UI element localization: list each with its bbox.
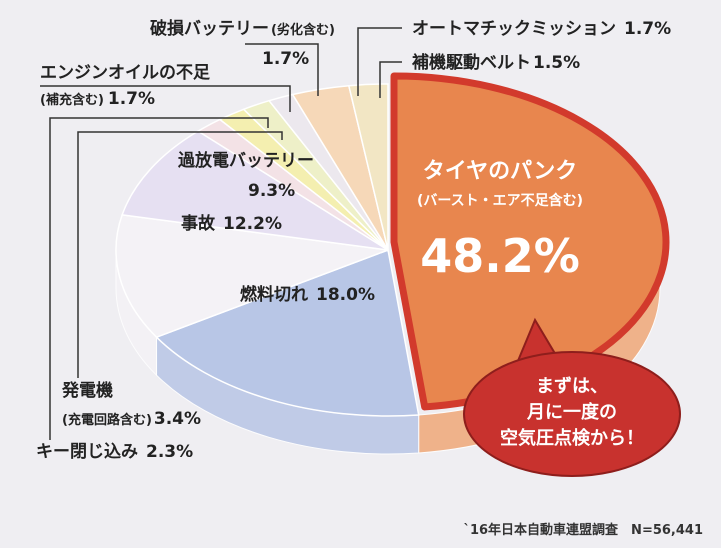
leader-broken-battery xyxy=(245,43,319,96)
label-automatic: オートマチックミッション 1.7% xyxy=(412,19,671,39)
label-tire-value: 48.2% xyxy=(420,229,580,283)
leader-engine-oil xyxy=(40,85,291,112)
label-belt: 補機駆動ベルト 1.5% xyxy=(411,52,580,73)
value-dead-battery: 9.3% xyxy=(248,181,295,201)
label-broken-battery: 破損バッテリー (劣化含む) xyxy=(150,18,335,39)
label-alternator-sub: (充電回路含む) 3.4% xyxy=(62,409,201,429)
label-dead-battery: 過放電バッテリー xyxy=(178,150,314,171)
leader-lines xyxy=(40,27,402,440)
label-engine-oil: エンジンオイルの不足 xyxy=(40,63,210,83)
leader-belt xyxy=(379,61,402,98)
slice-9 xyxy=(347,83,389,251)
value-broken-battery: 1.7% xyxy=(262,49,309,69)
callout-bubble: まずは、 月に一度の 空気圧点検から！ xyxy=(463,317,681,477)
source-note: `16年日本自動車連盟調査 N=56,441 xyxy=(463,523,703,538)
label-alternator: 発電機 xyxy=(61,380,113,401)
label-accident: 事故 12.2% xyxy=(181,213,282,234)
label-engine-oil-sub: (補充含む) 1.7% xyxy=(40,89,155,109)
label-tire-sub: (バースト・エア不足含む) xyxy=(417,192,583,209)
slice-1 xyxy=(155,248,420,417)
leader-key-lockout xyxy=(49,117,269,440)
slice-3 xyxy=(121,130,389,251)
label-tire-name: タイヤのパンク xyxy=(423,159,577,184)
pie-top-group xyxy=(115,72,670,417)
callout-line-2: 月に一度の xyxy=(526,401,617,423)
callout-line-1: まずは、 xyxy=(536,376,608,397)
leader-automatic xyxy=(357,27,402,96)
slice-2 xyxy=(115,213,389,339)
label-key-lockout: キー閉じ込み 2.3% xyxy=(36,442,193,462)
label-fuel: 燃料切れ 18.0% xyxy=(240,284,375,305)
callout-line-3: 空気圧点検から！ xyxy=(500,427,644,449)
leader-alternator xyxy=(77,131,283,378)
